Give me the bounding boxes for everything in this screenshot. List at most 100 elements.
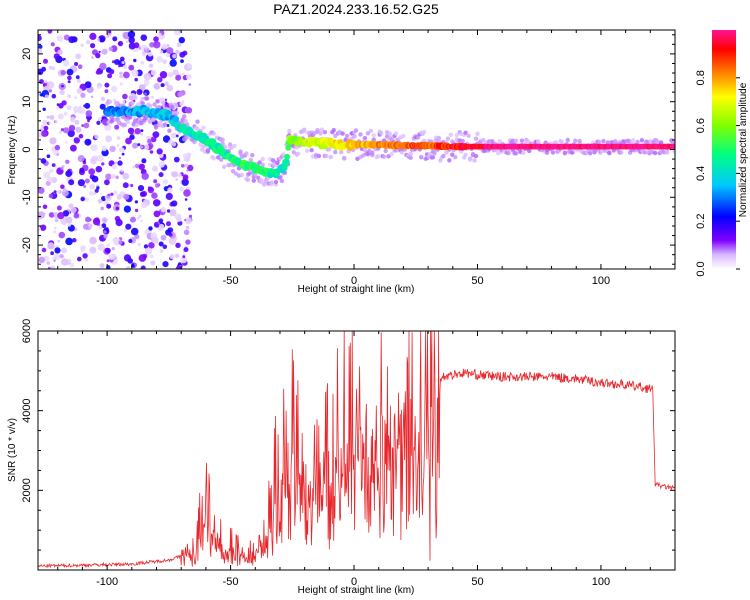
heatmap-speckle bbox=[41, 130, 48, 137]
heatmap-speckle bbox=[158, 241, 164, 247]
heatmap-speckle bbox=[54, 218, 59, 223]
heatmap-halo bbox=[155, 99, 160, 104]
heatmap-halo bbox=[653, 150, 658, 156]
heatmap-speckle bbox=[123, 71, 130, 79]
heatmap-speckle bbox=[152, 165, 159, 172]
heatmap-speckle bbox=[137, 185, 145, 192]
heatmap-halo bbox=[393, 131, 399, 136]
heatmap-halo bbox=[472, 158, 477, 163]
heatmap-halo bbox=[408, 151, 413, 156]
heatmap-speckle bbox=[62, 188, 67, 193]
heatmap-halo bbox=[497, 139, 502, 144]
heatmap-halo bbox=[577, 138, 582, 144]
heatmap-speckle bbox=[147, 51, 153, 57]
heatmap-speckle bbox=[48, 65, 53, 70]
heatmap-halo bbox=[454, 133, 459, 138]
heatmap-halo bbox=[156, 104, 162, 110]
heatmap-speckle bbox=[60, 166, 64, 170]
heatmap-speckle bbox=[116, 136, 121, 140]
heatmap-speckle bbox=[45, 180, 51, 186]
heatmap-speckle bbox=[56, 153, 59, 156]
heatmap-speckle bbox=[99, 263, 105, 269]
heatmap-halo bbox=[331, 127, 336, 133]
heatmap-cell bbox=[282, 158, 290, 167]
heatmap-speckle bbox=[46, 154, 51, 158]
heatmap-speckle bbox=[117, 160, 123, 166]
y-tick-label: 10 bbox=[21, 96, 33, 108]
heatmap-speckle bbox=[96, 154, 104, 162]
heatmap-speckle bbox=[171, 141, 177, 147]
heatmap-speckle bbox=[172, 53, 177, 59]
heatmap-speckle bbox=[106, 35, 109, 38]
heatmap-speckle bbox=[175, 178, 178, 181]
snr-y-label: SNR (10 * v/v) bbox=[7, 418, 18, 482]
heatmap-speckle bbox=[117, 40, 124, 47]
heatmap-halo bbox=[521, 150, 526, 156]
spectrogram-x-label: Height of straight line (km) bbox=[298, 284, 415, 295]
heatmap-speckle bbox=[84, 258, 89, 262]
heatmap-speckle bbox=[157, 77, 163, 83]
heatmap-speckle bbox=[67, 94, 71, 98]
heatmap-speckle bbox=[154, 183, 160, 188]
heatmap-speckle bbox=[116, 194, 123, 200]
heatmap-halo bbox=[639, 138, 645, 143]
heatmap-speckle bbox=[164, 98, 168, 102]
heatmap-speckle bbox=[188, 207, 192, 211]
heatmap-speckle bbox=[80, 196, 85, 202]
heatmap-halo bbox=[362, 135, 368, 141]
heatmap-halo bbox=[273, 179, 279, 185]
heatmap-speckle bbox=[42, 204, 48, 210]
heatmap-speckle bbox=[165, 53, 170, 58]
y-tick-label: -10 bbox=[21, 189, 33, 205]
heatmap-speckle bbox=[166, 124, 170, 127]
heatmap-speckle bbox=[106, 259, 110, 263]
heatmap-halo bbox=[230, 169, 236, 174]
heatmap-halo bbox=[260, 156, 265, 162]
heatmap-speckle bbox=[62, 59, 70, 67]
heatmap-speckle bbox=[125, 40, 129, 43]
heatmap-halo bbox=[436, 135, 442, 141]
heatmap-speckle bbox=[48, 212, 55, 218]
heatmap-halo bbox=[613, 139, 618, 144]
heatmap-halo bbox=[107, 99, 113, 105]
colorbar: 0.0 0.2 0.4 0.6 0.8 Normalized spectral ampl… bbox=[695, 30, 749, 277]
heatmap-speckle bbox=[67, 80, 71, 84]
heatmap-speckle bbox=[99, 62, 107, 71]
heatmap-halo bbox=[399, 150, 405, 155]
heatmap-speckle bbox=[91, 56, 94, 59]
heatmap-speckle bbox=[171, 171, 178, 178]
colorbar-tick-label: 0.4 bbox=[695, 166, 707, 181]
heatmap-speckle bbox=[84, 102, 91, 109]
heatmap-halo bbox=[222, 164, 227, 169]
heatmap-speckle bbox=[132, 165, 136, 169]
snr-x-ticks: -100 -50 0 50 100 bbox=[57, 331, 676, 588]
heatmap-speckle bbox=[149, 150, 154, 154]
heatmap-speckle bbox=[101, 217, 108, 224]
heatmap-speckle bbox=[166, 84, 174, 92]
heatmap-halo bbox=[525, 139, 530, 144]
heatmap-speckle bbox=[111, 247, 115, 251]
heatmap-speckle bbox=[75, 53, 82, 60]
heatmap-speckle bbox=[48, 89, 53, 93]
heatmap-speckle bbox=[70, 207, 77, 213]
heatmap-speckle bbox=[67, 129, 75, 138]
heatmap-halo bbox=[371, 133, 376, 138]
heatmap-speckle bbox=[53, 190, 57, 194]
heatmap-halo bbox=[219, 157, 224, 162]
heatmap-speckle bbox=[125, 223, 132, 230]
heatmap-speckle bbox=[79, 167, 85, 173]
heatmap-speckle bbox=[136, 89, 143, 95]
heatmap-halo bbox=[161, 100, 166, 106]
heatmap-speckle bbox=[83, 185, 87, 188]
heatmap-halo bbox=[144, 96, 150, 101]
heatmap-speckle bbox=[179, 51, 186, 58]
x-tick-label: 0 bbox=[351, 275, 357, 287]
heatmap-halo bbox=[195, 119, 200, 124]
heatmap-halo bbox=[365, 131, 371, 136]
heatmap-speckle bbox=[115, 175, 119, 180]
heatmap-speckle bbox=[91, 175, 99, 183]
heatmap-speckle bbox=[121, 152, 125, 156]
heatmap-speckle bbox=[140, 219, 143, 223]
heatmap-halo bbox=[463, 130, 468, 135]
